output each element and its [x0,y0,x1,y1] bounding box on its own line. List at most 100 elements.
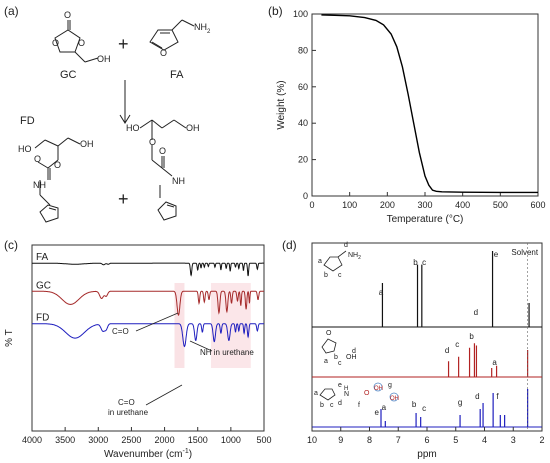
fd1-o: O [54,160,61,170]
nmr-fa-peak-label: d [474,308,478,317]
nmr-fd-peak-label: e [374,408,379,417]
nmr-gc-peak-label: a [492,358,497,367]
fd2-o: O [149,137,156,147]
tga-plot-frame [311,13,539,197]
tga-xtick-label: 400 [455,200,470,210]
nmr-fd-struct-a: a [314,390,318,397]
ftir-xtick-label: 500 [256,435,271,445]
tga-xtick-label: 0 [309,200,314,210]
ftir-arrow-nh [189,340,213,352]
tga-ytick-label: 100 [293,9,308,19]
nmr-fd-struct-d: d [338,400,342,407]
tga-xaxis-label: Temperature (°C) [387,214,464,225]
plus-sign-2: + [118,189,129,209]
nmr-gc-struct-oh: OH [346,354,357,361]
nmr-gc-struct-d: d [352,348,356,355]
ftir-annotation-co-fd: C=O [118,398,135,407]
gc-ring-o1: O [52,38,59,48]
reaction-scheme: O O O OH O NH2 HO OH O O NH HO OH O O NH… [18,10,211,223]
fd2-carbonyl-o: O [159,146,166,156]
nmr-fd-struct-b: b [320,402,324,409]
gc-oh: OH [97,54,111,64]
ftir-spectrum-fa [32,262,264,277]
fa-label: FA [170,69,184,81]
nmr-fd-oh2-circle [389,392,399,402]
nmr-gc-struct-a: a [324,358,328,365]
nmr-gc-struct-b: b [334,354,338,361]
nmr-fa-structure-bond [337,250,347,258]
nmr-fa-peak-label: Solvent [511,248,538,257]
ftir-chart: FA GC FD 4000 3500 3000 2500 2000 1500 1000 500 Wav… [4,244,272,460]
tga-xtick-label: 600 [530,200,545,210]
ftir-xtick-label: 4000 [22,435,42,445]
nmr-xtick-label: 7 [396,435,401,445]
tga-chart: 0 100 200 300 400 500 600 0 20 40 60 80 100 Temperatu… [276,9,546,225]
fd1-ho: HO [18,144,32,154]
ftir-xtick-label: 3500 [55,435,75,445]
tga-ytick-label: 80 [298,45,308,55]
nmr-fd-structure-ring [319,388,336,401]
nmr-xtick-label: 8 [367,435,372,445]
panel-label-b: (b) [268,4,283,18]
ftir-xtick-label: 1000 [221,435,241,445]
tga-ytick-label: 0 [303,191,308,201]
fd2-oh: OH [186,123,200,133]
nmr-fd-peak-label: c [422,404,426,413]
nmr-fd-struct-g: g [388,382,392,389]
nmr-xtick-label: 6 [424,435,429,445]
ftir-xtick-label: 3000 [88,435,108,445]
tga-ytick-label: 20 [298,155,308,165]
plus-sign-1: + [118,34,129,54]
nmr-gc-struct-c: c [338,360,342,367]
ftir-xtick-label: 2500 [121,435,141,445]
nmr-fd-struct-n: N [344,391,349,398]
nmr-fa-struct-d: d [344,242,348,249]
ftir-series-label-fa: FA [36,252,49,263]
ftir-plot-frame [31,244,265,432]
fd2-ho: HO [126,123,140,133]
nmr-fd-peak-label: f [496,392,499,401]
nmr-fd-struct-o: O [364,390,370,397]
fd-label: FD [20,115,35,127]
nmr-gc-peak-label: b [469,332,474,341]
nmr-fa-struct-nh2: NH2 [348,252,361,261]
nmr-xtick-label: 4 [482,435,487,445]
gc-ring-o2: O [78,38,85,48]
ftir-xtick-label: 1500 [188,435,208,445]
nmr-xtick-label: 9 [338,435,343,445]
nmr-fa-peak-label: c [422,258,426,267]
nmr-xtick-label: 2 [539,435,544,445]
fa-ring-o: O [160,48,167,58]
nmr-fd-peak-label: b [412,400,417,409]
nmr-gc-peak-label: c [455,340,459,349]
nmr-fd-struct-c: c [330,402,334,409]
ftir-yaxis-label: % T [4,329,15,347]
fd2-nh: NH [172,176,185,186]
nmr-gc-struct-o: O [326,330,332,337]
nmr-fd-peak-label: a [382,403,387,412]
nmr-xtick-label: 5 [453,435,458,445]
tga-weight-curve [321,14,538,194]
panel-label-a: (a) [4,4,19,18]
tga-ytick-label: 60 [298,82,308,92]
fd1-nh: NH [33,180,46,190]
panel-label-c: (c) [4,238,18,252]
nmr-fa-peak-label: b [413,258,418,267]
ftir-xtick-label: 2000 [155,435,175,445]
tga-xtick-label: 300 [417,200,432,210]
ftir-annotation-co-gc: C=O [112,327,129,336]
nmr-fa-structure-ring [323,256,343,272]
nmr-fd-struct-oh2: OH [390,396,399,402]
nmr-fa-peak-label: a [379,288,384,297]
ftir-annotation-nh: NH in urethane [200,348,254,357]
nmr-fd-peak-label: g [458,398,462,407]
nmr-fd-struct-e: e [338,382,342,389]
nmr-fa-struct-b: b [324,272,328,279]
fa-nh2: NH2 [194,22,211,35]
ftir-series-label-gc: GC [36,280,51,291]
nmr-fa-struct-a: a [318,258,322,265]
nmr-fd-struct-oh1: OH [374,386,383,392]
panel-label-d: (d) [282,238,297,252]
ftir-arrow-co-gc [135,312,179,332]
nmr-gc-peak-label: d [445,346,449,355]
